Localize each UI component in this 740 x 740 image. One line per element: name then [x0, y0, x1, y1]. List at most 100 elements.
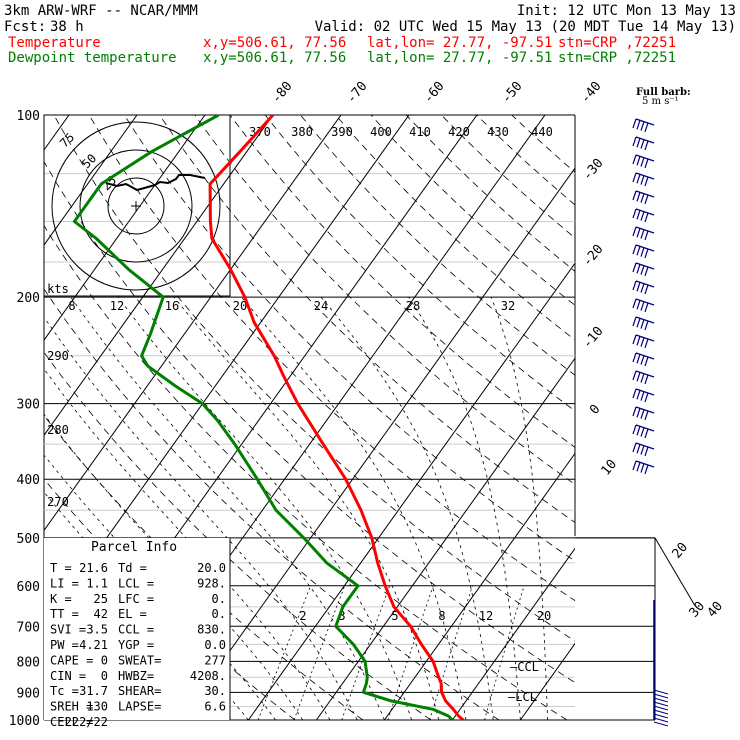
wind-barb-staff	[635, 154, 655, 162]
wind-low-barb	[653, 709, 669, 715]
wind-barb-flag	[640, 121, 645, 131]
isotherm--80	[44, 115, 206, 341]
moist-adiabat-26	[320, 296, 494, 720]
parcel-row-value: 1.1	[86, 576, 108, 590]
parcel-row-value: 130	[86, 700, 108, 714]
wind-low-barb	[653, 693, 669, 699]
parcel-row-value2: 0.	[212, 592, 226, 606]
wind-barb-flag	[636, 138, 641, 148]
wind-barb-staff	[635, 370, 655, 378]
parcel-row-label2: Td =	[118, 561, 147, 575]
pressure-label-900: 900	[17, 686, 40, 701]
wind-barb-flag	[636, 354, 641, 364]
wind-barb-flag	[640, 445, 645, 455]
temperature-label: Temperature	[8, 35, 101, 51]
wind-barb-flag	[640, 355, 645, 365]
dry-adiabat-360	[159, 115, 575, 523]
parcel-row-label2: YGP =	[118, 638, 154, 652]
wind-barb-flag	[640, 391, 645, 401]
wind-barb-flag	[636, 300, 641, 310]
moist-adiabat-2	[44, 368, 331, 720]
wind-barb-flag	[644, 122, 649, 133]
wind-barb-flag	[644, 248, 649, 259]
isotherm-label-20: 20	[670, 540, 692, 562]
parcel-row-value: 0	[101, 669, 108, 683]
hodograph-ring-label-50: 50	[79, 151, 99, 171]
parcel-row-label: CAPE =	[50, 653, 93, 667]
parcel-row-value2: 6.6	[204, 700, 226, 714]
wind-speed-label-32: 32	[501, 299, 515, 313]
parcel-row-label: CELL =	[50, 715, 93, 729]
hodograph-frame	[43, 114, 231, 297]
isotherm-30	[519, 642, 575, 720]
wind-barb-flag	[640, 427, 645, 437]
wind-barb-staff	[635, 442, 655, 450]
wind-barb-flag	[640, 337, 645, 347]
wind-barb-flag	[632, 352, 637, 363]
moist-adiabat-34	[490, 296, 548, 720]
hodograph-ring-0	[107, 177, 165, 235]
theta-e-label-430: 430	[487, 125, 509, 139]
theta-label-280: 280	[47, 423, 69, 437]
wind-barb-flag	[640, 463, 645, 473]
wind-barbs	[632, 118, 669, 727]
wind-barb-flag	[644, 464, 649, 475]
parcel-row-value: 3.5	[86, 623, 108, 637]
parcel-row-value: 21.6	[79, 561, 108, 575]
dry-adiabat-300	[44, 288, 500, 720]
mixing-ratio-2	[257, 585, 312, 720]
wind-barb-staff	[635, 172, 655, 180]
wind-barb-flag	[636, 174, 641, 184]
parcel-row-value2: 0.0	[204, 638, 226, 652]
hodograph-ring-label-75: 75	[57, 130, 77, 150]
wind-barb-flag	[632, 370, 637, 381]
wind-barb-flag	[636, 246, 641, 256]
hodograph-units: kts	[47, 282, 69, 296]
wind-barb-flag	[640, 373, 645, 383]
parcel-row-label: LI =	[50, 576, 79, 590]
pressure-label-700: 700	[17, 620, 40, 635]
wind-barb-flag	[640, 211, 645, 221]
temperature-profile	[208, 115, 465, 720]
moist-adiabat-30	[408, 296, 521, 720]
wind-barb-flag	[632, 226, 637, 237]
parcel-row-label2: LAPSE=	[118, 700, 161, 714]
wind-barb-flag	[632, 154, 637, 165]
pressure-label-1000: 1000	[9, 714, 40, 729]
parcel-row-label: TT =	[50, 607, 79, 621]
wind-barb-flag	[636, 228, 641, 238]
pressure-label-800: 800	[17, 655, 40, 670]
parcel-row-value: 25	[94, 592, 108, 606]
wind-barb-flag	[640, 157, 645, 167]
parcel-row-label: T =	[50, 561, 72, 575]
pressure-label-300: 300	[17, 398, 40, 413]
wind-barb-flag	[640, 301, 645, 311]
wind-barb-flag	[632, 172, 637, 183]
parcel-row-label2: CCL =	[118, 623, 154, 637]
wind-barb-flag	[640, 265, 645, 275]
wind-barb-flag	[632, 388, 637, 399]
isotherm-label--30: -30	[580, 156, 607, 184]
wind-barb-flag	[640, 229, 645, 239]
wind-barb-flag	[640, 283, 645, 293]
wind-barb-flag	[632, 190, 637, 201]
pressure-label-100: 100	[17, 109, 40, 124]
wind-barb-staff	[635, 334, 655, 342]
temperature-xy: x,y=506.61, 77.56	[203, 35, 346, 51]
wind-barb-flag	[644, 266, 649, 277]
isotherm--90	[44, 115, 138, 246]
isotherm-label--60: -60	[421, 79, 448, 107]
model-title: 3km ARW-WRF -- NCAR/MMM	[4, 3, 198, 19]
dry-adiabat-310	[44, 224, 568, 720]
temperature-latlon: lat,lon= 27.77, -97.51	[367, 35, 552, 51]
dry-adiabat-390	[264, 115, 575, 412]
dewpoint-latlon: lat,lon= 27.77, -97.51	[367, 50, 552, 66]
wind-barb-flag	[640, 247, 645, 257]
wind-barb-flag	[632, 316, 637, 327]
wind-barb-staff	[635, 298, 655, 306]
wind-barb-flag	[632, 136, 637, 147]
dewpoint-xy: x,y=506.61, 77.56	[203, 50, 346, 66]
parcel-row-value: 0	[101, 653, 108, 667]
wind-barb-staff	[635, 226, 655, 234]
